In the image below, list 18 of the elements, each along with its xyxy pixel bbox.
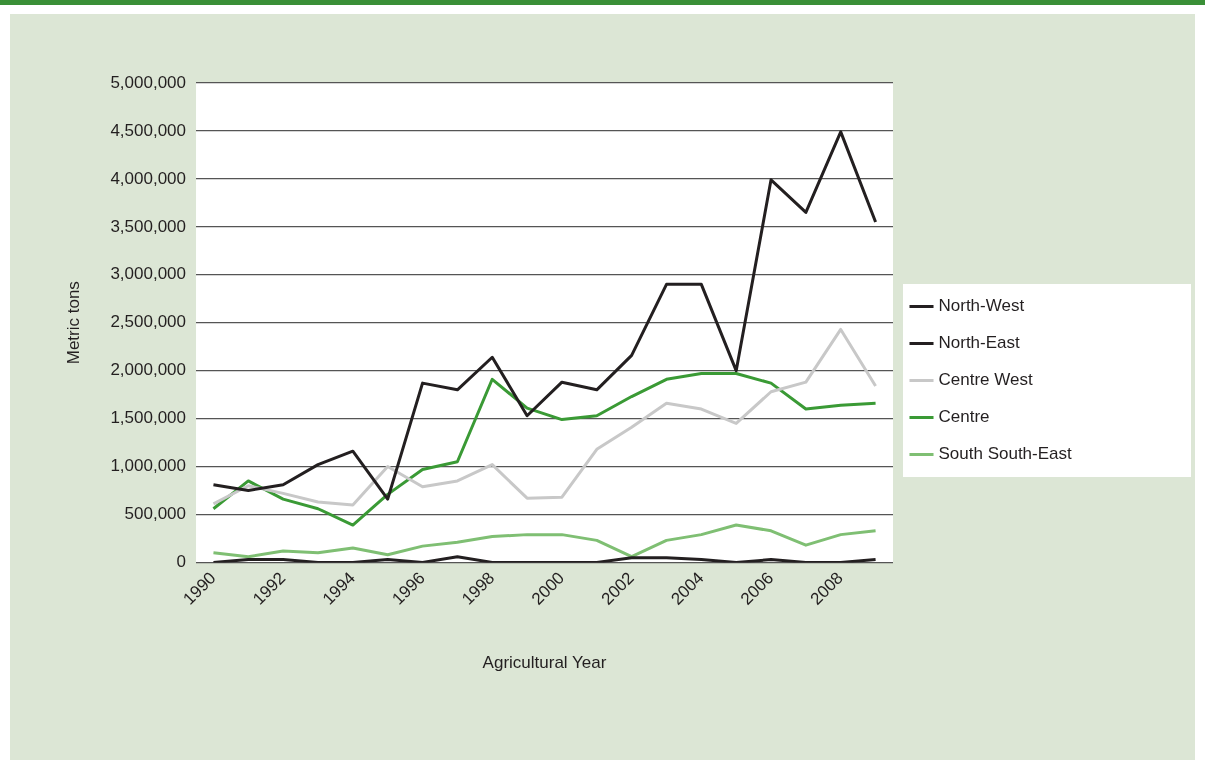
legend-label: Centre: [938, 407, 990, 427]
y-tick-label: 2,000,000: [110, 360, 187, 380]
legend-label: North-East: [938, 333, 1021, 353]
y-tick-label: 1,000,000: [110, 456, 187, 476]
legend-label: Centre West: [938, 370, 1033, 390]
legend-label: North-West: [938, 296, 1025, 316]
x-axis-title: Agricultural Year: [482, 653, 607, 673]
y-tick-label: 4,500,000: [110, 120, 187, 140]
y-tick-label: 0: [176, 552, 187, 572]
y-tick-label: 500,000: [124, 504, 187, 524]
y-tick-label: 3,500,000: [110, 216, 187, 236]
y-tick-label: 3,000,000: [110, 264, 187, 284]
y-tick-label: 2,500,000: [110, 312, 187, 332]
y-tick-label: 1,500,000: [110, 408, 187, 428]
y-tick-label: 5,000,000: [110, 72, 187, 92]
legend-label: South South-East: [938, 444, 1073, 464]
y-tick-label: 4,000,000: [110, 168, 187, 188]
y-axis-title: Metric tons: [63, 281, 83, 365]
